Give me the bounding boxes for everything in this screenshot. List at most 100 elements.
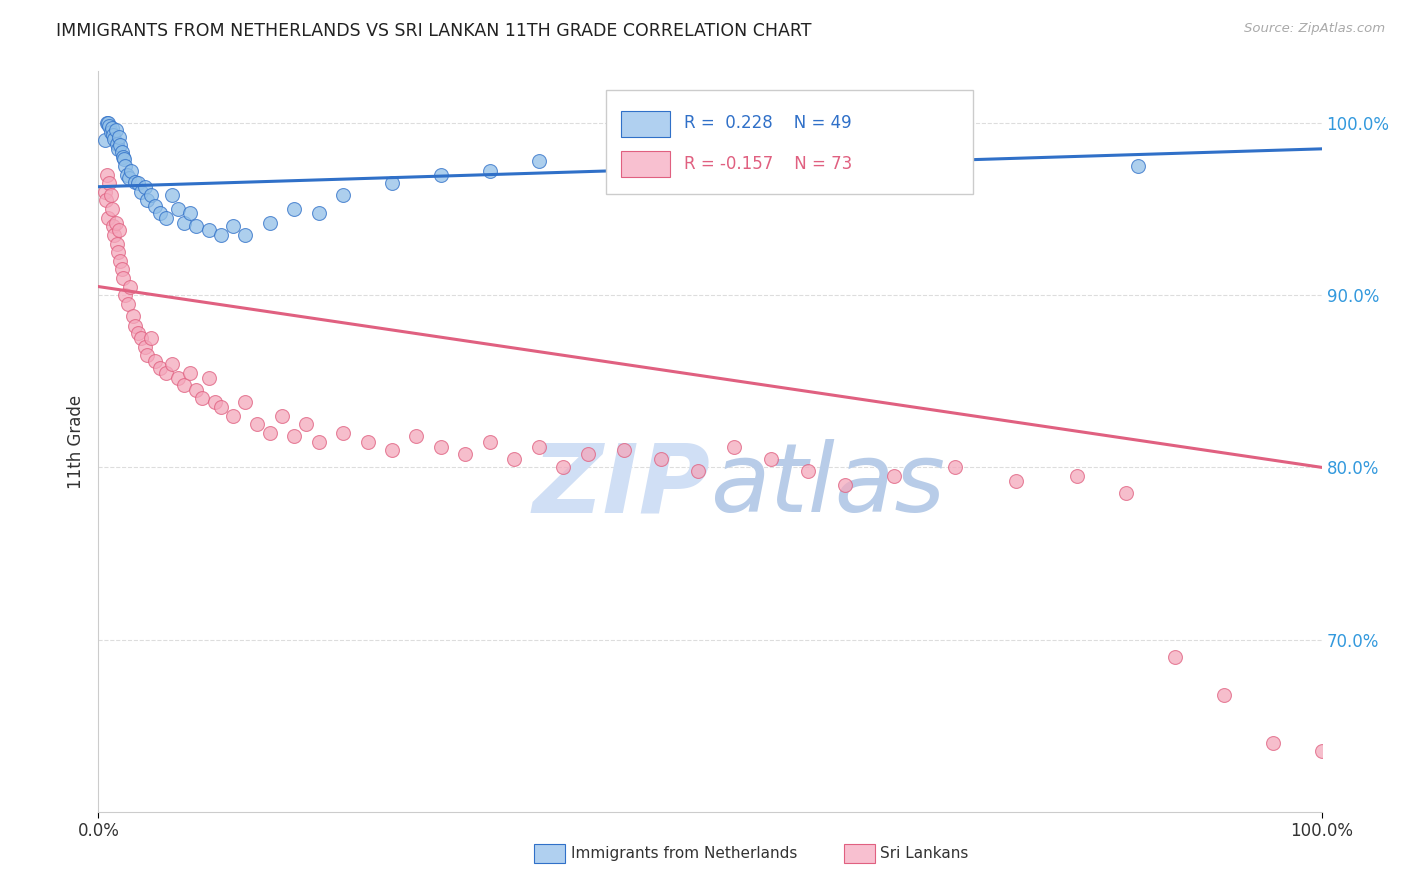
Point [233, 395, 256, 409]
Point [139, 331, 162, 345]
Text: ZIP: ZIP [531, 440, 710, 533]
Point [527, 153, 550, 168]
Text: atlas: atlas [710, 440, 945, 533]
Point [93, 133, 115, 147]
Point [381, 176, 404, 190]
Point [111, 151, 134, 165]
Point [173, 216, 195, 230]
Point [943, 168, 966, 182]
Point [259, 216, 281, 230]
Point [356, 434, 378, 449]
Point [478, 434, 501, 449]
Point [101, 128, 124, 142]
Point [454, 447, 477, 461]
Point [117, 297, 139, 311]
Point [115, 168, 138, 182]
Point [98, 176, 121, 190]
Point [105, 236, 128, 251]
Point [527, 440, 550, 454]
Point [283, 429, 305, 443]
Point [108, 223, 131, 237]
Point [222, 219, 245, 234]
Bar [620, 111, 669, 136]
Point [112, 152, 135, 166]
Point [1164, 649, 1187, 664]
Point [430, 168, 453, 182]
Point [283, 202, 305, 216]
Point [104, 123, 127, 137]
Point [204, 395, 226, 409]
Y-axis label: 11th Grade: 11th Grade [66, 394, 84, 489]
Point [503, 451, 526, 466]
Point [103, 227, 125, 242]
Point [943, 460, 966, 475]
Text: IMMIGRANTS FROM NETHERLANDS VS SRI LANKAN 11TH GRADE CORRELATION CHART: IMMIGRANTS FROM NETHERLANDS VS SRI LANKA… [56, 22, 811, 40]
Point [136, 348, 159, 362]
Point [155, 211, 177, 225]
Point [134, 340, 156, 354]
Text: R = -0.157    N = 73: R = -0.157 N = 73 [685, 155, 852, 173]
Point [332, 188, 354, 202]
Point [111, 271, 134, 285]
Bar [620, 152, 669, 178]
Point [160, 188, 183, 202]
Text: Immigrants from Netherlands: Immigrants from Netherlands [571, 847, 797, 861]
Point [110, 138, 132, 153]
Point [233, 227, 256, 242]
Point [105, 136, 128, 151]
Point [124, 319, 146, 334]
Point [129, 331, 152, 345]
Point [139, 188, 162, 202]
Point [120, 279, 142, 293]
Point [197, 223, 219, 237]
Point [686, 464, 709, 478]
Point [101, 202, 124, 216]
Point [1310, 744, 1333, 758]
Point [104, 216, 127, 230]
Point [127, 176, 149, 190]
Point [699, 142, 721, 156]
Point [120, 164, 142, 178]
Point [149, 205, 172, 219]
Point [94, 194, 117, 208]
Point [553, 460, 575, 475]
Point [100, 188, 122, 202]
Point [430, 440, 453, 454]
Point [101, 219, 124, 234]
Point [1128, 159, 1150, 173]
Point [883, 469, 905, 483]
Point [478, 164, 501, 178]
Point [1066, 469, 1088, 483]
Point [1261, 736, 1284, 750]
Point [613, 443, 636, 458]
Point [97, 211, 120, 225]
Point [149, 360, 172, 375]
Point [222, 409, 245, 423]
Point [96, 116, 118, 130]
Point [405, 429, 427, 443]
Point [246, 417, 269, 432]
Point [160, 357, 183, 371]
Point [173, 377, 195, 392]
Point [1115, 486, 1137, 500]
Point [143, 199, 166, 213]
Point [93, 185, 115, 199]
Point [114, 159, 136, 173]
Point [576, 447, 599, 461]
Point [295, 417, 318, 432]
Point [96, 168, 118, 182]
Point [98, 120, 121, 134]
Point [834, 477, 856, 491]
Point [723, 440, 745, 454]
Point [308, 205, 330, 219]
Point [650, 451, 672, 466]
Point [209, 400, 232, 414]
Point [186, 219, 208, 234]
Point [761, 451, 783, 466]
Point [101, 121, 124, 136]
Point [143, 353, 166, 368]
Point [186, 383, 208, 397]
Point [127, 326, 149, 340]
Point [129, 185, 152, 199]
Point [97, 116, 120, 130]
